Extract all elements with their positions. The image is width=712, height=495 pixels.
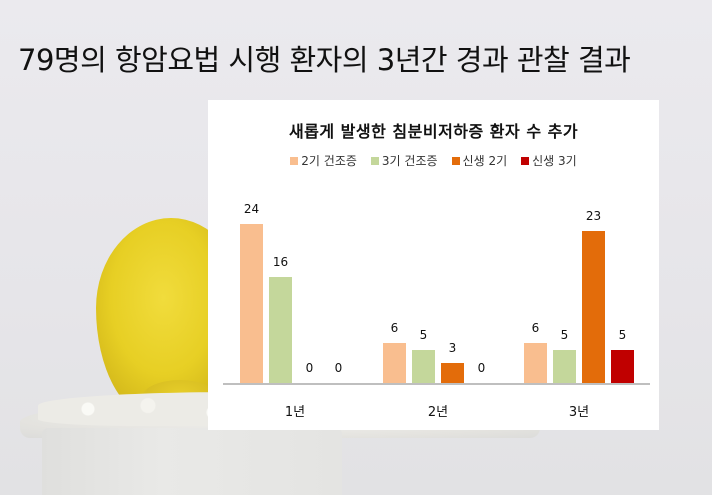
x-axis-line bbox=[223, 383, 650, 385]
bar bbox=[383, 343, 406, 383]
legend-item: 신생 3기 bbox=[521, 152, 577, 169]
bar-value-label: 5 bbox=[618, 328, 627, 342]
bar-value-label: 0 bbox=[334, 361, 343, 375]
plot-area: 24 16 0 0 1년 6 5 3 0 2년 6 5 23 5 3년 bbox=[208, 100, 659, 430]
legend-swatch bbox=[521, 156, 530, 165]
bar bbox=[412, 350, 435, 383]
legend-label: 신생 3기 bbox=[532, 154, 577, 168]
bar bbox=[524, 343, 547, 383]
bar bbox=[269, 277, 292, 383]
legend-item: 신생 2기 bbox=[451, 152, 508, 169]
x-axis-category-label: 3년 bbox=[568, 405, 590, 420]
bar bbox=[441, 363, 464, 383]
bar-value-label: 0 bbox=[477, 361, 486, 375]
bar-value-label: 23 bbox=[585, 209, 602, 223]
legend-label: 2기 건조증 bbox=[301, 154, 357, 168]
x-axis-category-label: 1년 bbox=[284, 405, 306, 420]
chart-title: 새롭게 발생한 침분비저하증 환자 수 추가 bbox=[288, 122, 579, 141]
bar bbox=[611, 350, 634, 383]
bar-value-label: 24 bbox=[243, 202, 260, 216]
bar-value-label: 6 bbox=[390, 321, 399, 335]
pot-body-image bbox=[42, 428, 342, 495]
chart-panel: 새롭게 발생한 침분비저하증 환자 수 추가 2기 건조증 3기 건조증 신생 … bbox=[208, 100, 659, 430]
bar-value-label: 5 bbox=[419, 328, 428, 342]
bar-value-label: 5 bbox=[560, 328, 569, 342]
bar bbox=[553, 350, 576, 383]
legend-swatch bbox=[370, 156, 379, 165]
bar-value-label: 3 bbox=[448, 341, 457, 355]
legend-label: 3기 건조증 bbox=[381, 154, 438, 168]
page-title: 79명의 항암요법 시행 환자의 3년간 경과 관찰 결과 bbox=[18, 43, 631, 78]
legend-item: 2기 건조증 bbox=[290, 152, 357, 169]
bar bbox=[240, 224, 263, 383]
legend-item: 3기 건조증 bbox=[370, 152, 438, 169]
bar-value-label: 6 bbox=[531, 321, 540, 335]
bar-value-label: 0 bbox=[305, 361, 314, 375]
legend-swatch bbox=[451, 156, 460, 165]
chart-legend: 2기 건조증 3기 건조증 신생 2기 신생 3기 bbox=[208, 152, 659, 169]
legend-swatch bbox=[290, 156, 299, 165]
legend-label: 신생 2기 bbox=[462, 154, 508, 168]
bar-value-label: 16 bbox=[272, 255, 289, 269]
bar bbox=[582, 231, 605, 383]
x-axis-category-label: 2년 bbox=[427, 405, 449, 420]
